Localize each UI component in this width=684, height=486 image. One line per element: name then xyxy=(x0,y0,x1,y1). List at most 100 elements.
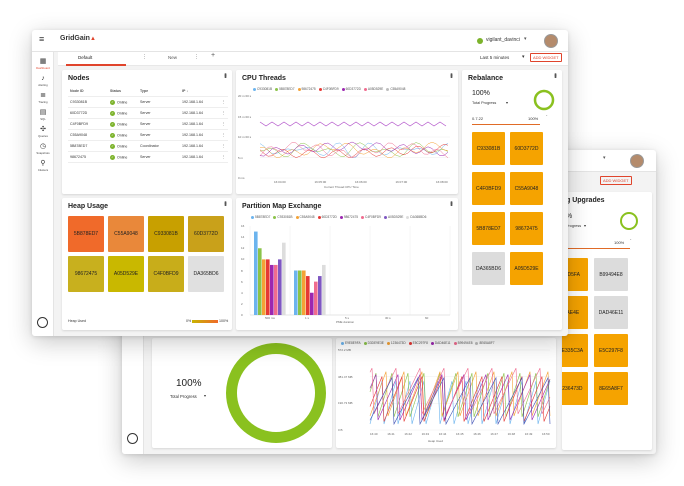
legend-label[interactable]: E5C297F8 xyxy=(412,341,428,345)
table-row[interactable]: 5B878ED7 ✓ Online Coordinator 192.168.1.64 ⋮ xyxy=(68,141,228,152)
heap-tile[interactable]: 60D3772D xyxy=(188,216,224,252)
nav-item-alerting[interactable]: ♪ Alerting xyxy=(32,75,54,87)
chevron-down-icon[interactable]: ▾ xyxy=(584,223,587,228)
node-id-cell[interactable]: C933081B xyxy=(70,100,87,104)
col-node-id[interactable]: Node ID xyxy=(70,89,84,93)
back-upgrade-label[interactable]: Progress xyxy=(566,224,582,228)
upgrade-tile[interactable]: B99494E8 xyxy=(594,258,628,291)
legend-label[interactable]: C55A9048 xyxy=(299,215,315,219)
chevron-down-icon[interactable]: ▾ xyxy=(524,36,527,42)
nav-item-queries[interactable]: ✣ Queries xyxy=(32,126,54,138)
cpu-menu-icon[interactable]: ••• xyxy=(447,73,454,78)
rebalance-tile[interactable]: A05D529E xyxy=(510,252,543,285)
upgrade-tile[interactable]: 1236473D xyxy=(562,372,588,405)
node-id-cell[interactable]: C4F0BFD9 xyxy=(70,122,88,126)
pme-menu-icon[interactable]: ••• xyxy=(447,201,454,206)
legend-label[interactable]: DA365BD6 xyxy=(410,215,427,219)
rebalance-tile[interactable]: C4F0BFD9 xyxy=(472,172,505,205)
legend-label[interactable]: C933081B xyxy=(257,87,273,91)
node-id-cell[interactable]: 98672475 xyxy=(70,155,86,159)
nav-item-clusters[interactable]: ⚲ Clusters xyxy=(32,160,54,172)
rebalance-menu-icon[interactable]: ••• xyxy=(551,73,558,78)
table-row[interactable]: 98672475 ✓ Online Server 192.168.1.64 ⋮ xyxy=(68,152,228,163)
chevron-up-icon[interactable]: ˆ xyxy=(630,238,632,243)
heap-tile[interactable]: C933081B xyxy=(148,216,184,252)
chevron-down-icon[interactable]: ▾ xyxy=(506,100,509,105)
legend-label[interactable]: 1236473D xyxy=(390,341,406,345)
legend-label[interactable]: 60D3772D xyxy=(345,87,361,91)
tab-default[interactable]: Default xyxy=(78,55,93,60)
add-tab-icon[interactable]: + xyxy=(211,52,216,59)
heap-tile[interactable]: 5B878ED7 xyxy=(68,216,104,252)
legend-label[interactable]: B99494E8 xyxy=(457,341,473,345)
chevron-up-icon[interactable]: ˆ xyxy=(546,114,548,119)
tab-new[interactable]: New xyxy=(168,55,178,60)
legend-label[interactable]: C933081B xyxy=(277,215,293,219)
nav-item-dashboard[interactable]: ▦ Dashboard xyxy=(32,58,54,70)
legend-label[interactable]: C4F0BFD9 xyxy=(365,215,381,219)
upgrade-tile[interactable]: 6E335C3A xyxy=(562,334,588,367)
table-row[interactable]: 60D3772D ✓ Online Server 192.168.1.64 ⋮ xyxy=(68,108,228,119)
legend-label[interactable]: A05D529E xyxy=(387,215,404,219)
rebalance-tile[interactable]: 98672475 xyxy=(510,212,543,245)
legend-label[interactable]: C55A9048 xyxy=(390,87,406,91)
nav-item-snapshots[interactable]: ◷ Snapshots xyxy=(32,143,54,155)
rebalance-progress-label[interactable]: Total Progress xyxy=(472,101,497,105)
avatar[interactable] xyxy=(544,34,558,48)
upgrade-tile[interactable]: 8E65A8F7 xyxy=(594,372,628,405)
back-add-widget-button[interactable]: ADD WIDGET xyxy=(600,176,632,185)
nav-item-tracing[interactable]: ≣ Tracing xyxy=(32,92,54,104)
col-type[interactable]: Type xyxy=(140,89,149,93)
row-menu-icon[interactable]: ⋮ xyxy=(222,133,226,137)
heap-tile[interactable]: 98672475 xyxy=(68,256,104,292)
nodes-menu-icon[interactable]: ••• xyxy=(221,73,228,78)
legend-label[interactable]: 5B878ED7 xyxy=(255,215,271,219)
tab-new-menu-icon[interactable]: ⋮ xyxy=(194,54,199,60)
node-id-cell[interactable]: C55A9048 xyxy=(70,133,87,137)
upgrade-tile[interactable]: DAD46E11 xyxy=(594,296,628,329)
row-menu-icon[interactable]: ⋮ xyxy=(222,144,226,148)
legend-label[interactable]: C4F0BFD9 xyxy=(322,87,339,91)
rebalance-tile[interactable]: 60D3772D xyxy=(510,132,543,165)
table-row[interactable]: C933081B ✓ Online Server 192.168.1.64 ⋮ xyxy=(68,97,228,108)
user-name[interactable]: vigilant_davinci xyxy=(486,37,520,43)
heap-tile[interactable]: A05D529E xyxy=(108,256,144,292)
legend-label[interactable]: 98672475 xyxy=(343,215,359,219)
col-ip[interactable]: IP ↓ xyxy=(182,89,222,93)
sort-desc-icon[interactable]: ↓ xyxy=(186,89,189,93)
heap-menu-icon[interactable]: ••• xyxy=(221,201,228,206)
time-range-select[interactable]: Last 5 minutes xyxy=(480,55,510,60)
add-widget-button[interactable]: ADD WIDGET xyxy=(530,53,562,62)
legend-label[interactable]: E9E8E9FA xyxy=(345,341,361,345)
legend-label[interactable]: 8E65A8F7 xyxy=(479,341,495,345)
back-total-progress-label[interactable]: Total Progress xyxy=(170,394,197,399)
chevron-down-icon[interactable]: ▾ xyxy=(603,155,606,161)
nav-item-sql[interactable]: ▤ SQL xyxy=(32,109,54,121)
table-row[interactable]: C4F0BFD9 ✓ Online Server 192.168.1.64 ⋮ xyxy=(68,119,228,130)
heap-tile[interactable]: DA365BD6 xyxy=(188,256,224,292)
table-row[interactable]: C55A9048 ✓ Online Server 192.168.1.64 ⋮ xyxy=(68,130,228,141)
rebalance-tile[interactable]: C55A9048 xyxy=(510,172,543,205)
legend-label[interactable]: A05D529E xyxy=(367,87,384,91)
legend-label[interactable]: 5B878ED7 xyxy=(279,87,295,91)
row-menu-icon[interactable]: ⋮ xyxy=(222,155,226,159)
menu-icon[interactable]: ≡ xyxy=(39,34,45,44)
heap-tile[interactable]: C55A9048 xyxy=(108,216,144,252)
chevron-down-icon[interactable]: ▾ xyxy=(204,393,207,398)
legend-label[interactable]: 60D3772D xyxy=(321,215,337,219)
tab-default-menu-icon[interactable]: ⋮ xyxy=(142,54,147,60)
node-id-cell[interactable]: 5B878ED7 xyxy=(70,144,88,148)
heap-tile[interactable]: C4F0BFD9 xyxy=(148,256,184,292)
row-menu-icon[interactable]: ⋮ xyxy=(222,111,226,115)
col-status[interactable]: Status xyxy=(110,89,121,93)
row-menu-icon[interactable]: ⋮ xyxy=(222,122,226,126)
row-menu-icon[interactable]: ⋮ xyxy=(222,100,226,104)
avatar[interactable] xyxy=(630,154,644,168)
rebalance-tile[interactable]: 5B878ED7 xyxy=(472,212,505,245)
legend-label[interactable]: DAD46E11 xyxy=(434,341,451,345)
chevron-down-icon[interactable]: ▾ xyxy=(522,54,525,60)
legend-label[interactable]: 98672475 xyxy=(301,87,316,91)
rebalance-tile[interactable]: C933081B xyxy=(472,132,505,165)
node-id-cell[interactable]: 60D3772D xyxy=(70,111,88,115)
upgrade-tile[interactable]: E5C297F8 xyxy=(594,334,628,367)
